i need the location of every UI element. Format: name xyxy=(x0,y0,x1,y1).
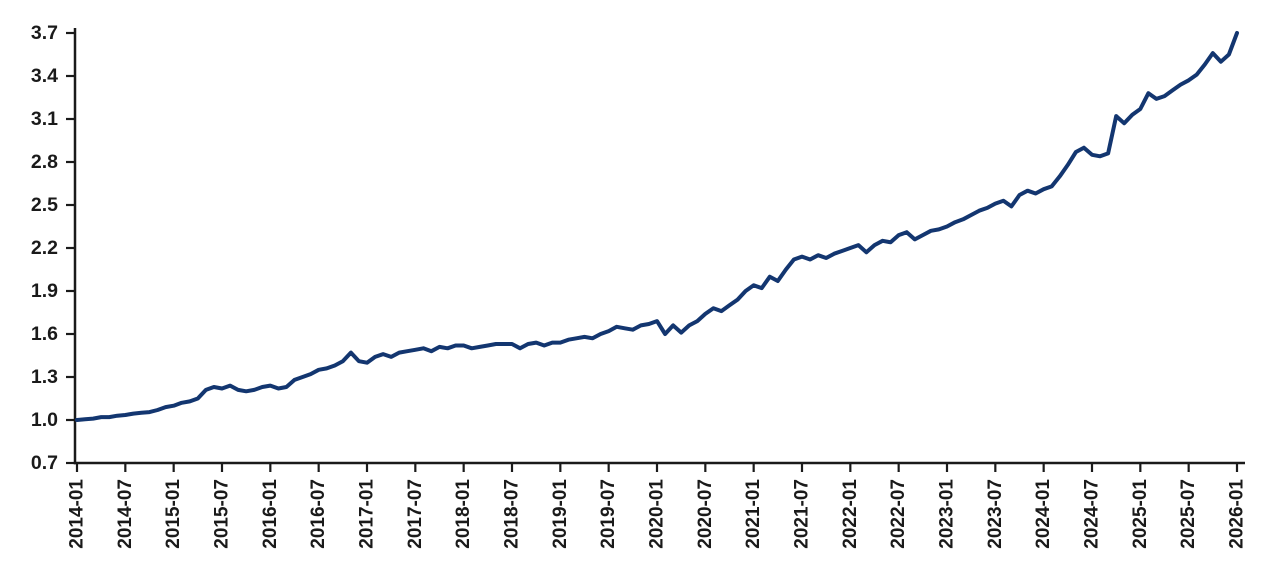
x-tick-label: 2023-07 xyxy=(985,479,1006,549)
y-tick-label: 1.9 xyxy=(31,280,58,302)
x-tick-label: 2014-01 xyxy=(67,479,88,549)
x-tick-label: 2024-07 xyxy=(1082,479,1103,549)
y-tick-label: 3.7 xyxy=(31,22,58,44)
x-tick-label: 2024-01 xyxy=(1033,479,1054,549)
x-tick-label: 2018-07 xyxy=(502,479,523,549)
data-series-line xyxy=(75,31,1239,422)
y-tick-label: 0.7 xyxy=(31,452,58,474)
x-tick-label: 2017-07 xyxy=(405,479,426,549)
y-tick-label: 2.2 xyxy=(31,237,58,259)
x-tick-label: 2023-01 xyxy=(937,479,958,549)
x-tick-label: 2014-07 xyxy=(115,479,136,549)
y-tick-label: 1.3 xyxy=(31,366,58,388)
x-tick-label: 2026-01 xyxy=(1227,479,1248,549)
y-tick-label: 1.6 xyxy=(31,323,58,345)
x-tick-label: 2019-01 xyxy=(550,479,571,549)
x-tick-label: 2016-01 xyxy=(260,479,281,549)
x-tick-label: 2022-01 xyxy=(840,479,861,549)
x-tick-label: 2017-01 xyxy=(357,479,378,549)
x-tick-label: 2021-07 xyxy=(792,479,813,549)
x-tick-label: 2020-07 xyxy=(695,479,716,549)
y-tick-label: 1.0 xyxy=(31,409,58,431)
x-tick-label: 2025-01 xyxy=(1130,479,1151,549)
x-tick-label: 2019-07 xyxy=(598,479,619,549)
y-tick-label: 2.5 xyxy=(31,194,58,216)
y-tick-label: 3.1 xyxy=(31,108,58,130)
x-tick-label: 2021-01 xyxy=(743,479,764,549)
x-tick-label: 2022-07 xyxy=(888,479,909,549)
x-tick-label: 2015-01 xyxy=(163,479,184,549)
x-tick-label: 2018-01 xyxy=(453,479,474,549)
y-tick-label: 2.8 xyxy=(31,151,58,173)
y-tick-label: 3.4 xyxy=(31,65,58,87)
x-tick-label: 2016-07 xyxy=(308,479,329,549)
x-tick-label: 2020-01 xyxy=(647,479,668,549)
x-tick-label: 2025-07 xyxy=(1178,479,1199,549)
x-tick-label: 2015-07 xyxy=(212,479,233,549)
